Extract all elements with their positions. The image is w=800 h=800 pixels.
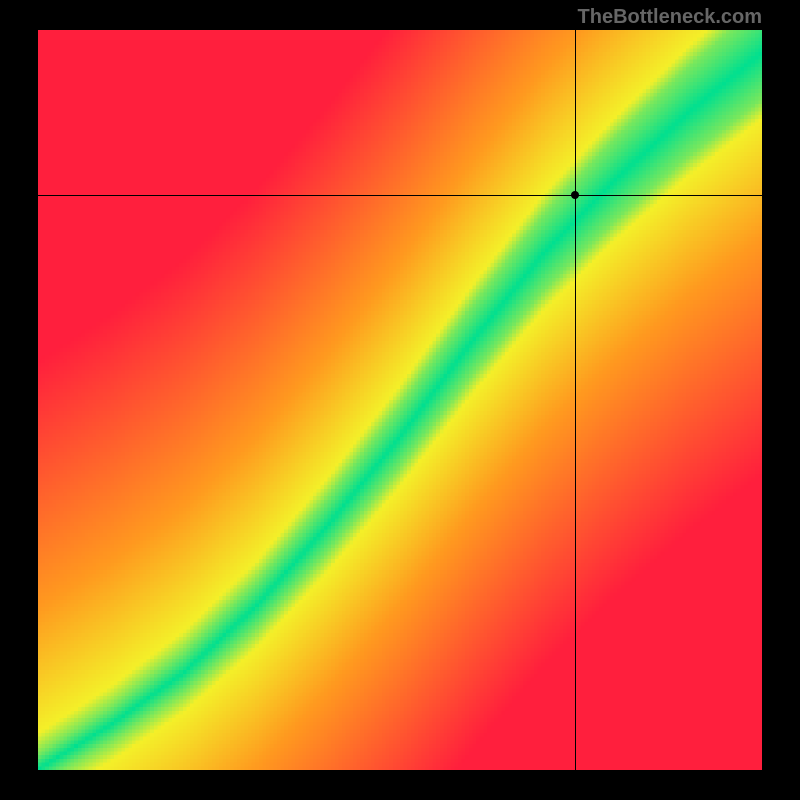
crosshair-marker-dot [571,191,579,199]
crosshair-horizontal [38,195,762,196]
crosshair-vertical [575,30,576,770]
heatmap-canvas [38,30,762,770]
heatmap-plot [38,30,762,770]
watermark-text: TheBottleneck.com [578,6,762,29]
